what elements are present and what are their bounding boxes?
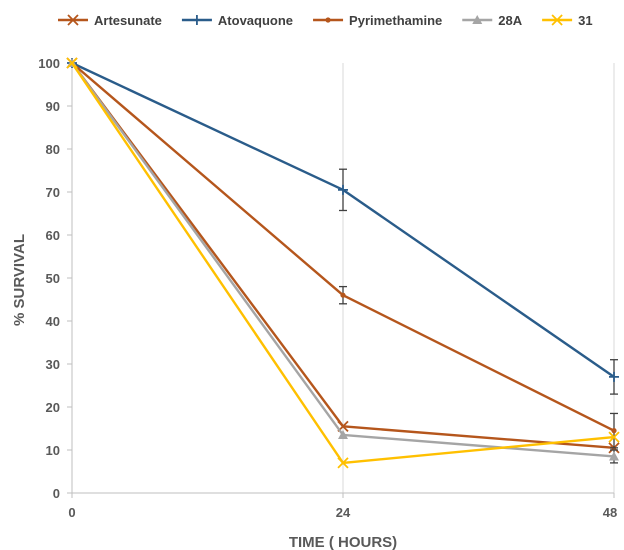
data-point [340,292,346,298]
legend-swatch-marker [67,14,79,26]
legend-label: Artesunate [94,13,162,28]
data-point [337,457,349,469]
legend-label: 28A [498,13,522,28]
legend-label: Atovaquone [218,13,293,28]
legend: Artesunate Atovaquone Pyrimethamine 28A 31 [58,13,593,28]
legend-swatch-marker [191,15,202,25]
y-tick-label: 100 [38,56,60,71]
data-point [608,431,620,443]
legend-label: 31 [578,13,592,28]
y-axis-label: % SURVIVAL [11,234,28,326]
x-axis-label: TIME ( HOURS) [289,534,397,550]
data-point [609,371,619,382]
data-point [611,428,617,434]
y-tick-label: 90 [46,99,60,114]
series-pyrimethamine [69,60,618,449]
legend-item-31: 31 [542,13,593,28]
data-point [66,57,78,69]
legend-swatch-marker [472,15,483,24]
series-atovaquone [67,58,619,395]
x-tick-label: 48 [603,505,617,520]
legend-item-28a: 28A [462,13,523,28]
y-tick-label: 80 [46,142,60,157]
axes: 0 10 20 30 40 50 60 70 80 90 100 0 24 48 [38,56,617,520]
y-tick-label: 0 [53,486,60,501]
legend-swatch-marker [325,17,331,23]
y-tick-label: 30 [46,357,60,372]
legend-label: Pyrimethamine [349,13,442,28]
legend-item-artesunate: Artesunate [58,13,162,28]
y-tick-label: 20 [46,400,60,415]
data-point [609,451,619,461]
data-point [338,429,348,439]
y-tick-label: 50 [46,271,60,286]
x-tick-label: 0 [68,505,75,520]
y-tick-label: 60 [46,228,60,243]
series-layer [66,57,620,469]
y-tick-label: 70 [46,185,60,200]
series-31 [66,57,620,469]
y-tick-label: 10 [46,443,60,458]
legend-swatch-marker [551,14,563,26]
legend-item-pyrimethamine: Pyrimethamine [313,13,442,28]
legend-item-atovaquone: Atovaquone [181,13,293,28]
x-tick-label: 24 [336,505,351,520]
data-point [338,184,348,195]
y-tick-label: 40 [46,314,60,329]
